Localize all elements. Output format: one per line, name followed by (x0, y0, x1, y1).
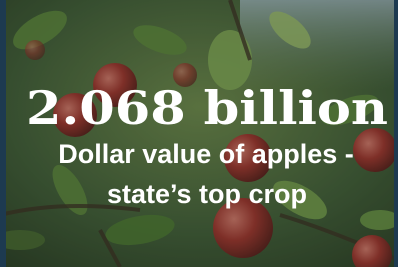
caption-line: Dollar value of apples - (58, 139, 354, 169)
headline: 2.068 billion (26, 81, 388, 135)
tile: 2.068 billion Dollar value of apples - s… (0, 0, 398, 267)
caption-line: state’s top crop (107, 179, 307, 209)
